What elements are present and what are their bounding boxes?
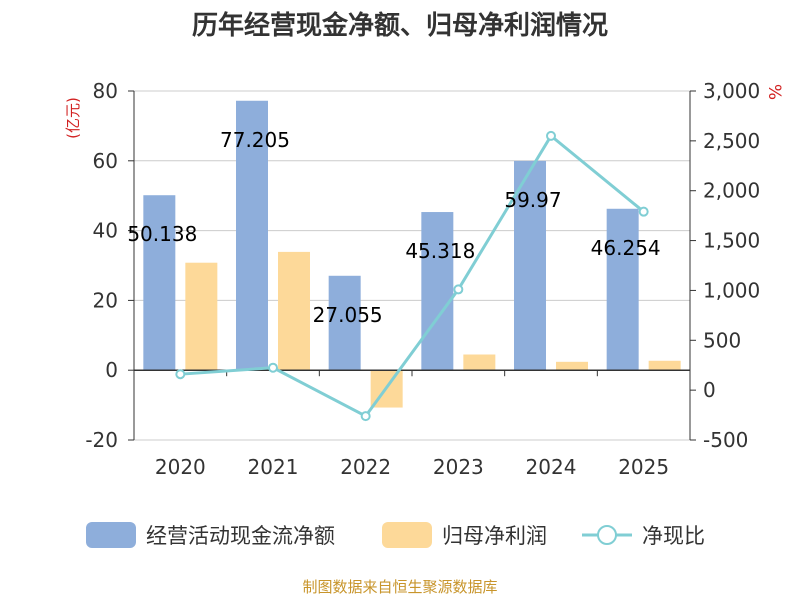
left-tick-label: 20 <box>93 288 118 312</box>
bar-value-label: 59.97 <box>504 188 561 212</box>
line-point <box>268 362 278 373</box>
left-tick-label: 40 <box>93 219 118 243</box>
source-note: 制图数据来自恒生聚源数据库 <box>302 578 497 596</box>
bar <box>606 208 639 371</box>
right-axis-label: % <box>764 84 784 100</box>
bar <box>463 354 496 371</box>
line-point <box>175 369 186 380</box>
bar-value-label: 27.055 <box>313 303 383 327</box>
legend-swatch-ratio-marker <box>597 525 617 545</box>
right-tick-label: 3,000 <box>703 79 760 103</box>
axes-layer: -20 0 20 40 60 80 -500 0 500 1,000 1,500 2,000 2,500… <box>85 79 760 479</box>
x-tick-label: 2021 <box>248 455 299 479</box>
right-tick-label: 2,500 <box>703 129 760 153</box>
left-axis-label: (亿元) <box>64 97 82 139</box>
line-series-path <box>180 133 645 418</box>
legend-swatch-cashflow <box>86 522 136 548</box>
x-tick-label: 2020 <box>155 455 206 479</box>
bar-value-label: 50.138 <box>127 222 197 246</box>
legend-layer: 经营活动现金流净额 归母净利润 净现比 <box>86 522 705 548</box>
x-tick-label: 2022 <box>340 455 391 479</box>
bar <box>556 361 588 371</box>
right-tick-label: 500 <box>703 328 741 352</box>
bar <box>421 212 454 371</box>
right-tick-label: 1,500 <box>703 229 760 253</box>
line-point <box>453 284 464 295</box>
line-point <box>638 206 649 217</box>
bars-layer <box>143 100 681 408</box>
legend-swatch-profit <box>382 522 432 548</box>
chart-title: 历年经营现金净额、归母净利润情况 <box>192 10 608 41</box>
bar <box>143 195 176 371</box>
bar <box>278 251 310 371</box>
x-tick-label: 2025 <box>618 455 669 479</box>
bar <box>514 160 546 371</box>
line-point <box>360 411 371 422</box>
bar <box>648 360 681 371</box>
bar-value-label: 45.318 <box>405 239 475 263</box>
left-tick-label: -20 <box>85 428 118 452</box>
x-tick-label: 2023 <box>433 455 484 479</box>
line-point <box>546 130 556 141</box>
bar-value-label: 77.205 <box>220 128 290 152</box>
left-tick-label: 0 <box>105 358 118 382</box>
legend-label-profit: 归母净利润 <box>442 524 547 548</box>
right-tick-label: -500 <box>703 428 748 452</box>
right-tick-label: 0 <box>703 378 716 402</box>
bar <box>185 262 218 371</box>
right-tick-label: 1,000 <box>703 278 760 302</box>
x-tick-label: 2024 <box>526 455 577 479</box>
line-layer <box>175 130 649 422</box>
grid-layer <box>134 90 690 441</box>
bar <box>328 275 361 371</box>
left-tick-label: 80 <box>93 79 118 103</box>
legend-label-ratio: 净现比 <box>642 524 705 548</box>
right-tick-label: 2,000 <box>703 179 760 203</box>
legend-label-cashflow: 经营活动现金流净额 <box>146 524 335 548</box>
bar <box>236 100 268 371</box>
labels-layer: 50.138 77.205 27.055 45.318 59.97 46.254 <box>127 128 660 327</box>
bar-value-label: 46.254 <box>591 236 661 260</box>
left-tick-label: 60 <box>93 149 118 173</box>
